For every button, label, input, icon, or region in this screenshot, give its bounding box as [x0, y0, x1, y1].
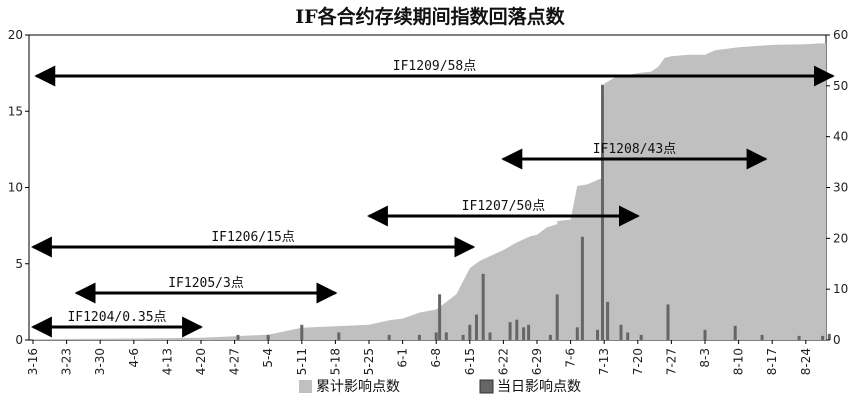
- left-tick-label: 10: [8, 181, 23, 195]
- x-tick-label: 6-1: [396, 348, 410, 368]
- x-tick-label: 7-6: [564, 348, 578, 368]
- right-tick-label: 40: [833, 130, 848, 144]
- x-tick-label: 4-6: [127, 348, 141, 368]
- chart-title: IF各合约存续期间指数回落点数: [295, 6, 565, 28]
- daily-bar: [596, 329, 599, 340]
- daily-bar: [468, 324, 472, 341]
- daily-bar: [527, 324, 531, 341]
- x-tick-label: 4-13: [160, 348, 174, 375]
- x-tick-label: 7-20: [631, 348, 645, 375]
- daily-bar: [438, 294, 442, 341]
- daily-bar: [821, 335, 825, 340]
- x-tick-label: 6-15: [463, 348, 477, 375]
- daily-bar: [266, 334, 270, 340]
- daily-bar: [434, 332, 438, 340]
- x-tick-label: 8-10: [732, 348, 746, 375]
- daily-bar: [337, 332, 341, 340]
- daily-bar: [619, 324, 623, 341]
- daily-bar: [417, 334, 421, 340]
- daily-bar: [733, 325, 737, 340]
- legend-label: 当日影响点数: [497, 379, 581, 395]
- x-tick-label: 7-27: [664, 348, 678, 375]
- right-tick-label: 20: [833, 231, 848, 245]
- daily-bar: [481, 273, 485, 340]
- contract-period-label: IF1208/43点: [593, 142, 676, 157]
- right-tick-label: 50: [833, 79, 848, 93]
- x-tick-label: 4-20: [194, 348, 208, 375]
- contract-period-label: IF1209/58点: [393, 59, 476, 74]
- daily-bar: [236, 334, 240, 340]
- contract-period-label: IF1204/0.35点: [67, 310, 166, 325]
- daily-bar: [601, 84, 604, 340]
- x-tick-label: 4-27: [228, 348, 242, 375]
- daily-bar: [444, 332, 448, 340]
- legend-swatch: [479, 379, 494, 394]
- x-tick-label: 3-30: [93, 348, 107, 375]
- daily-bar: [703, 329, 707, 340]
- daily-bar: [522, 327, 526, 340]
- daily-bar: [488, 332, 492, 340]
- x-tick-label: 3-16: [26, 348, 40, 375]
- daily-bar: [475, 314, 478, 340]
- right-tick-label: 0: [833, 333, 841, 347]
- daily-bar: [760, 334, 764, 340]
- left-tick-label: 0: [15, 333, 23, 347]
- x-tick-label: 5-11: [295, 348, 309, 375]
- daily-bar: [626, 332, 630, 340]
- daily-bar: [827, 333, 831, 340]
- x-tick-label: 6-29: [530, 348, 544, 375]
- daily-bar: [548, 334, 552, 340]
- legend-label: 累计影响点数: [316, 379, 400, 395]
- daily-bar: [580, 236, 584, 340]
- daily-bar: [300, 324, 304, 341]
- daily-bar: [515, 319, 519, 340]
- cumulative-area: [33, 43, 826, 341]
- x-tick-label: 3-23: [60, 348, 74, 375]
- daily-bar: [387, 334, 391, 340]
- daily-bar: [639, 334, 643, 340]
- left-tick-label: 20: [8, 28, 23, 42]
- daily-bar: [606, 301, 610, 340]
- x-tick-label: 5-18: [328, 348, 342, 375]
- daily-bar: [797, 335, 801, 340]
- x-tick-label: 6-8: [429, 348, 443, 368]
- x-tick-label: 8-3: [698, 348, 712, 368]
- x-tick-label: 5-25: [362, 348, 376, 375]
- daily-bar: [575, 327, 579, 340]
- daily-bar: [508, 322, 512, 340]
- contract-period-label: IF1205/3点: [168, 276, 244, 291]
- daily-bar: [461, 334, 465, 340]
- x-tick-label: 5-4: [261, 348, 275, 368]
- right-tick-label: 60: [833, 28, 848, 42]
- left-tick-label: 15: [8, 104, 23, 118]
- right-tick-label: 10: [833, 282, 848, 296]
- legend-swatch: [299, 380, 312, 393]
- x-tick-label: 6-22: [496, 348, 510, 375]
- left-tick-label: 5: [15, 257, 23, 271]
- contract-period-label: IF1206/15点: [211, 230, 294, 245]
- contract-period-label: IF1207/50点: [462, 199, 545, 214]
- x-tick-label: 7-13: [597, 348, 611, 375]
- right-tick-label: 30: [833, 181, 848, 195]
- x-tick-label: 8-24: [799, 348, 813, 375]
- daily-bar: [555, 294, 559, 341]
- daily-bar: [666, 304, 670, 340]
- x-tick-label: 8-17: [765, 348, 779, 375]
